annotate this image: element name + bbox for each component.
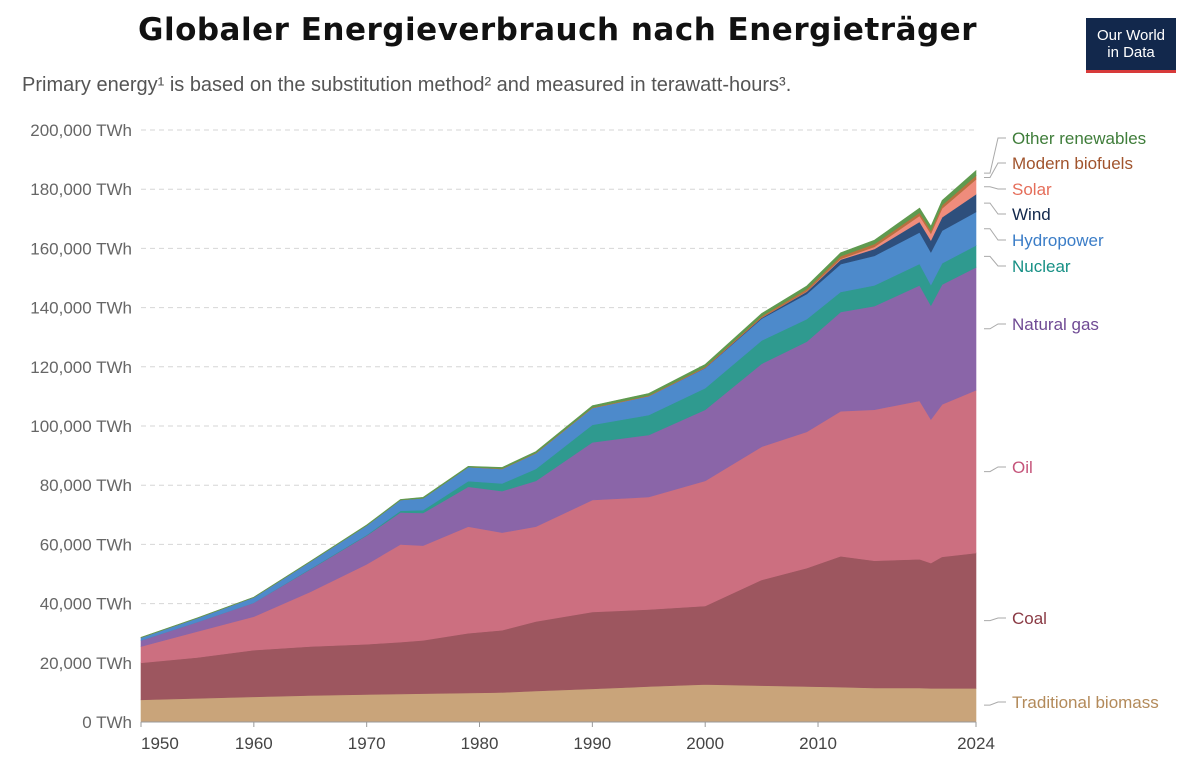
logo-line-2: in Data [1107,44,1155,61]
x-tick-label: 1950 [141,734,179,753]
y-tick-label: 20,000 TWh [40,654,132,673]
x-tick-label: 1960 [235,734,273,753]
y-tick-label: 180,000 TWh [30,180,132,199]
y-tick-label: 160,000 TWh [30,239,132,258]
label-connector [984,228,1006,241]
series-label-nuclear[interactable]: Nuclear [1012,257,1071,276]
y-tick-label: 0 TWh [82,713,132,732]
series-label-oil[interactable]: Oil [1012,458,1033,477]
area-other-renewables[interactable] [140,169,977,639]
series-label-other-renewables[interactable]: Other renewables [1012,129,1146,148]
logo-line-1: Our World [1096,27,1166,44]
series-label-wind[interactable]: Wind [1012,205,1051,224]
chart-title: Globaler Energieverbrauch nach Energietr… [138,12,977,48]
series-label-traditional-biomass[interactable]: Traditional biomass [1012,693,1159,712]
series-label-solar[interactable]: Solar [1012,180,1052,199]
x-tick-label: 2010 [799,734,837,753]
y-tick-label: 40,000 TWh [40,595,132,614]
owid-logo[interactable]: Our World in Data [1086,18,1176,73]
series-labels: Traditional biomass Coal Oil Natural gas Nuc… [984,129,1159,712]
x-tick-label: 2024 [957,734,995,753]
area-series [140,169,977,723]
label-connector [984,162,1006,178]
label-connector [984,202,1006,215]
x-tick-label: 2000 [686,734,724,753]
label-connector [984,255,1006,267]
series-label-coal[interactable]: Coal [1012,609,1047,628]
y-tick-label: 120,000 TWh [30,358,132,377]
x-tick-label: 1980 [461,734,499,753]
y-tick-label: 200,000 TWh [30,121,132,140]
y-tick-label: 60,000 TWh [40,535,132,554]
label-connector [984,137,1006,174]
chart-subtitle: Primary energy¹ is based on the substitu… [22,74,792,96]
axes: 0 TWh 20,000 TWh 40,000 TWh 60,000 TWh 80,00… [30,121,995,753]
series-label-modern-biofuels[interactable]: Modern biofuels [1012,154,1133,173]
y-tick-label: 140,000 TWh [30,299,132,318]
label-connector [984,617,1006,622]
x-tick-label: 1970 [348,734,386,753]
series-label-hydropower[interactable]: Hydropower [1012,231,1104,250]
series-label-natural-gas[interactable]: Natural gas [1012,315,1099,334]
x-tick-label: 1990 [573,734,611,753]
label-connector [984,186,1006,190]
label-connector [984,701,1006,706]
y-tick-label: 80,000 TWh [40,476,132,495]
label-connector [984,466,1006,473]
label-connector [984,323,1006,330]
y-tick-label: 100,000 TWh [30,417,132,436]
